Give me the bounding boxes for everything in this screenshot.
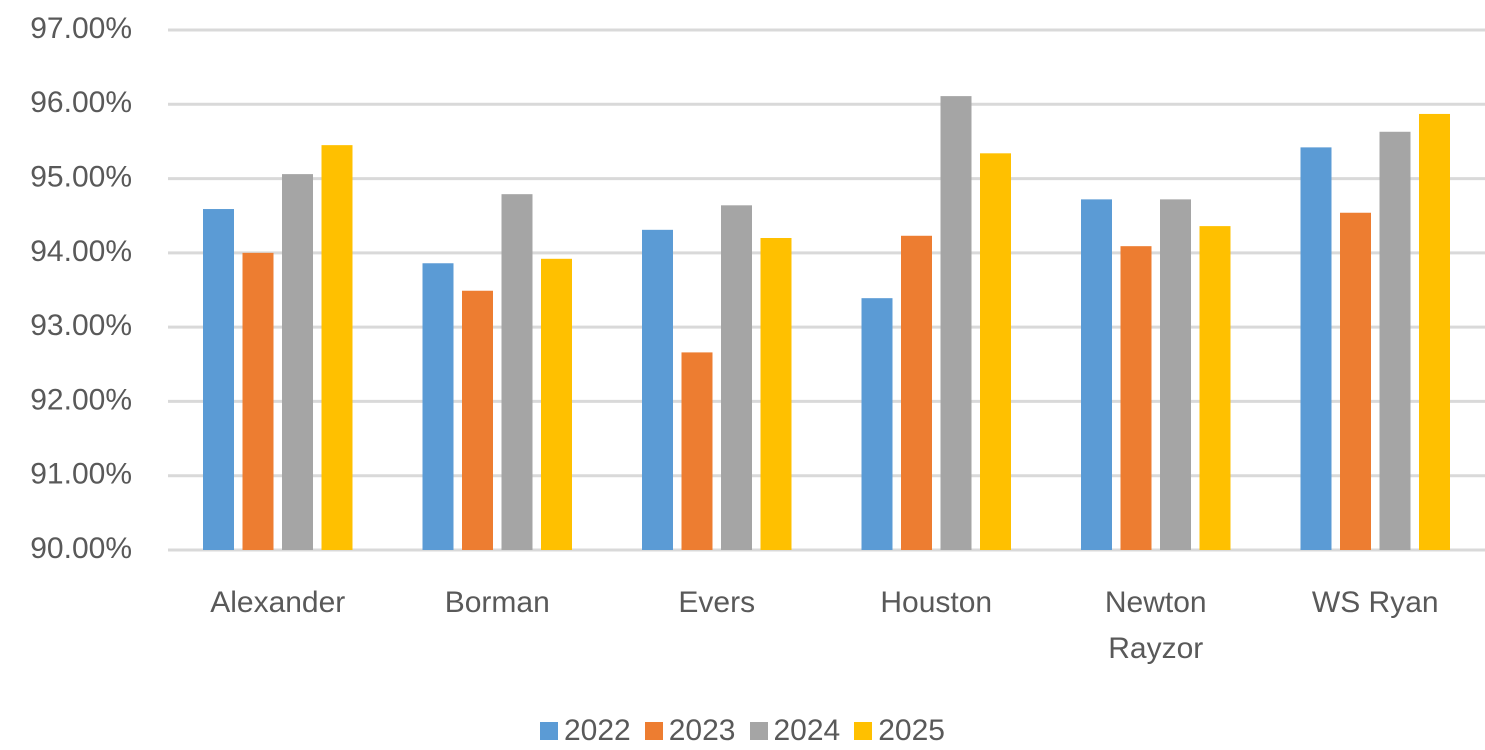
bar bbox=[242, 252, 274, 550]
y-tick-label: 96.00% bbox=[30, 86, 132, 119]
bar bbox=[980, 153, 1011, 551]
legend: 2022 2023 2024 2025 bbox=[0, 714, 1485, 748]
bar bbox=[321, 145, 353, 550]
y-tick-label: 92.00% bbox=[30, 383, 132, 416]
bar bbox=[861, 298, 893, 550]
legend-item: 2024 bbox=[749, 714, 841, 748]
legend-swatch bbox=[644, 722, 663, 740]
y-tick-label: 90.00% bbox=[30, 532, 132, 565]
y-tick-label: 91.00% bbox=[30, 458, 132, 491]
bar bbox=[940, 96, 972, 550]
bar bbox=[1379, 131, 1411, 550]
bar bbox=[1300, 147, 1332, 550]
bar bbox=[760, 238, 792, 550]
bar bbox=[1199, 226, 1231, 550]
x-tick-label: Houston bbox=[880, 586, 993, 619]
x-tick-label: WS Ryan bbox=[1311, 586, 1439, 619]
x-tick-label: Alexander bbox=[210, 586, 346, 619]
x-tick-label: Borman bbox=[444, 586, 550, 619]
legend-label: 2024 bbox=[773, 714, 841, 747]
bar bbox=[901, 235, 932, 550]
x-tick-label: Newton Rayzor bbox=[1104, 586, 1207, 665]
legend-swatch bbox=[749, 722, 768, 740]
bar bbox=[1340, 212, 1371, 550]
bar bbox=[541, 258, 572, 550]
bar bbox=[681, 352, 713, 550]
bar bbox=[1120, 246, 1152, 550]
bar bbox=[422, 263, 454, 550]
legend-label: 2025 bbox=[878, 714, 945, 747]
legend-item: 2022 bbox=[540, 714, 631, 748]
bar bbox=[1160, 199, 1191, 550]
bar bbox=[1419, 113, 1450, 550]
legend-item: 2023 bbox=[644, 714, 736, 748]
bar bbox=[203, 209, 234, 550]
x-tick-label: Evers bbox=[678, 586, 756, 619]
y-tick-label: 97.00% bbox=[30, 12, 132, 45]
y-tick-label: 94.00% bbox=[30, 235, 132, 268]
y-tick-label: 95.00% bbox=[30, 160, 132, 193]
legend-swatch bbox=[854, 722, 873, 740]
bar bbox=[501, 194, 533, 550]
bar bbox=[721, 205, 752, 551]
bar bbox=[282, 174, 313, 550]
legend-label: 2023 bbox=[668, 714, 736, 747]
bar bbox=[462, 290, 493, 550]
legend-item: 2025 bbox=[854, 714, 945, 748]
legend-label: 2022 bbox=[564, 714, 631, 747]
legend-swatch bbox=[540, 722, 558, 740]
y-tick-label: 93.00% bbox=[30, 309, 132, 342]
bar bbox=[642, 229, 673, 551]
bar bbox=[1081, 199, 1112, 550]
